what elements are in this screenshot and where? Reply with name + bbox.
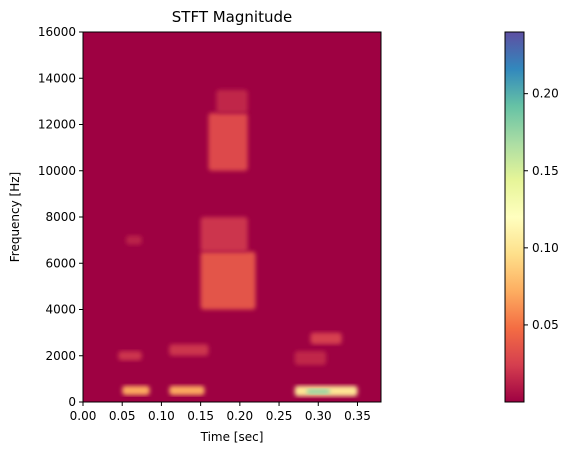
x-tick-label: 0.15: [187, 409, 214, 423]
x-tick-label: 0.05: [109, 409, 136, 423]
spectral-region-8: [294, 351, 327, 365]
y-tick-label: 10000: [38, 164, 76, 178]
spectral-regions: [118, 89, 358, 397]
y-tick-label: 4000: [45, 303, 76, 317]
spectral-region-5: [118, 351, 142, 361]
spectral-region-7: [310, 332, 342, 345]
spectral-region-9: [200, 251, 256, 310]
x-tick-label: 0.30: [305, 409, 332, 423]
spectral-region-13: [126, 235, 142, 245]
x-tick-label: 0.00: [70, 409, 97, 423]
colorbar-tick-label: 0.05: [532, 318, 559, 332]
x-axis-ticks: 0.00 0.05 0.10 0.15 0.20 0.25 0.30 0.35: [70, 402, 371, 423]
colorbar: [504, 31, 525, 403]
x-axis-label: Time [sec]: [200, 430, 264, 444]
spectral-region-10: [200, 217, 248, 252]
colorbar-ticks: 0.05 0.10 0.15 0.20: [524, 87, 559, 332]
y-tick-label: 14000: [38, 71, 76, 85]
y-axis-label: Frequency [Hz]: [8, 172, 22, 263]
y-tick-label: 8000: [45, 210, 76, 224]
y-tick-label: 16000: [38, 25, 76, 39]
chart-title: STFT Magnitude: [172, 8, 292, 26]
x-tick-label: 0.10: [148, 409, 175, 423]
spectral-region-12: [216, 89, 248, 113]
y-tick-label: 0: [68, 395, 76, 409]
y-tick-label: 6000: [45, 256, 76, 270]
y-tick-label: 12000: [38, 118, 76, 132]
y-tick-label: 2000: [45, 349, 76, 363]
colorbar-tick-label: 0.15: [532, 164, 559, 178]
spectral-region-11: [208, 112, 248, 171]
spectral-region-6: [169, 344, 209, 356]
x-tick-label: 0.35: [344, 409, 371, 423]
spectral-region-2: [169, 385, 205, 396]
spectral-region-4: [306, 389, 331, 394]
x-tick-label: 0.20: [226, 409, 253, 423]
colorbar-tick-label: 0.20: [532, 87, 559, 101]
y-axis-ticks: 0 2000 4000 6000 8000 10000 12000 14000 16000: [38, 25, 83, 409]
x-tick-label: 0.25: [266, 409, 293, 423]
spectral-region-1: [122, 385, 150, 396]
colorbar-tick-label: 0.10: [532, 241, 559, 255]
